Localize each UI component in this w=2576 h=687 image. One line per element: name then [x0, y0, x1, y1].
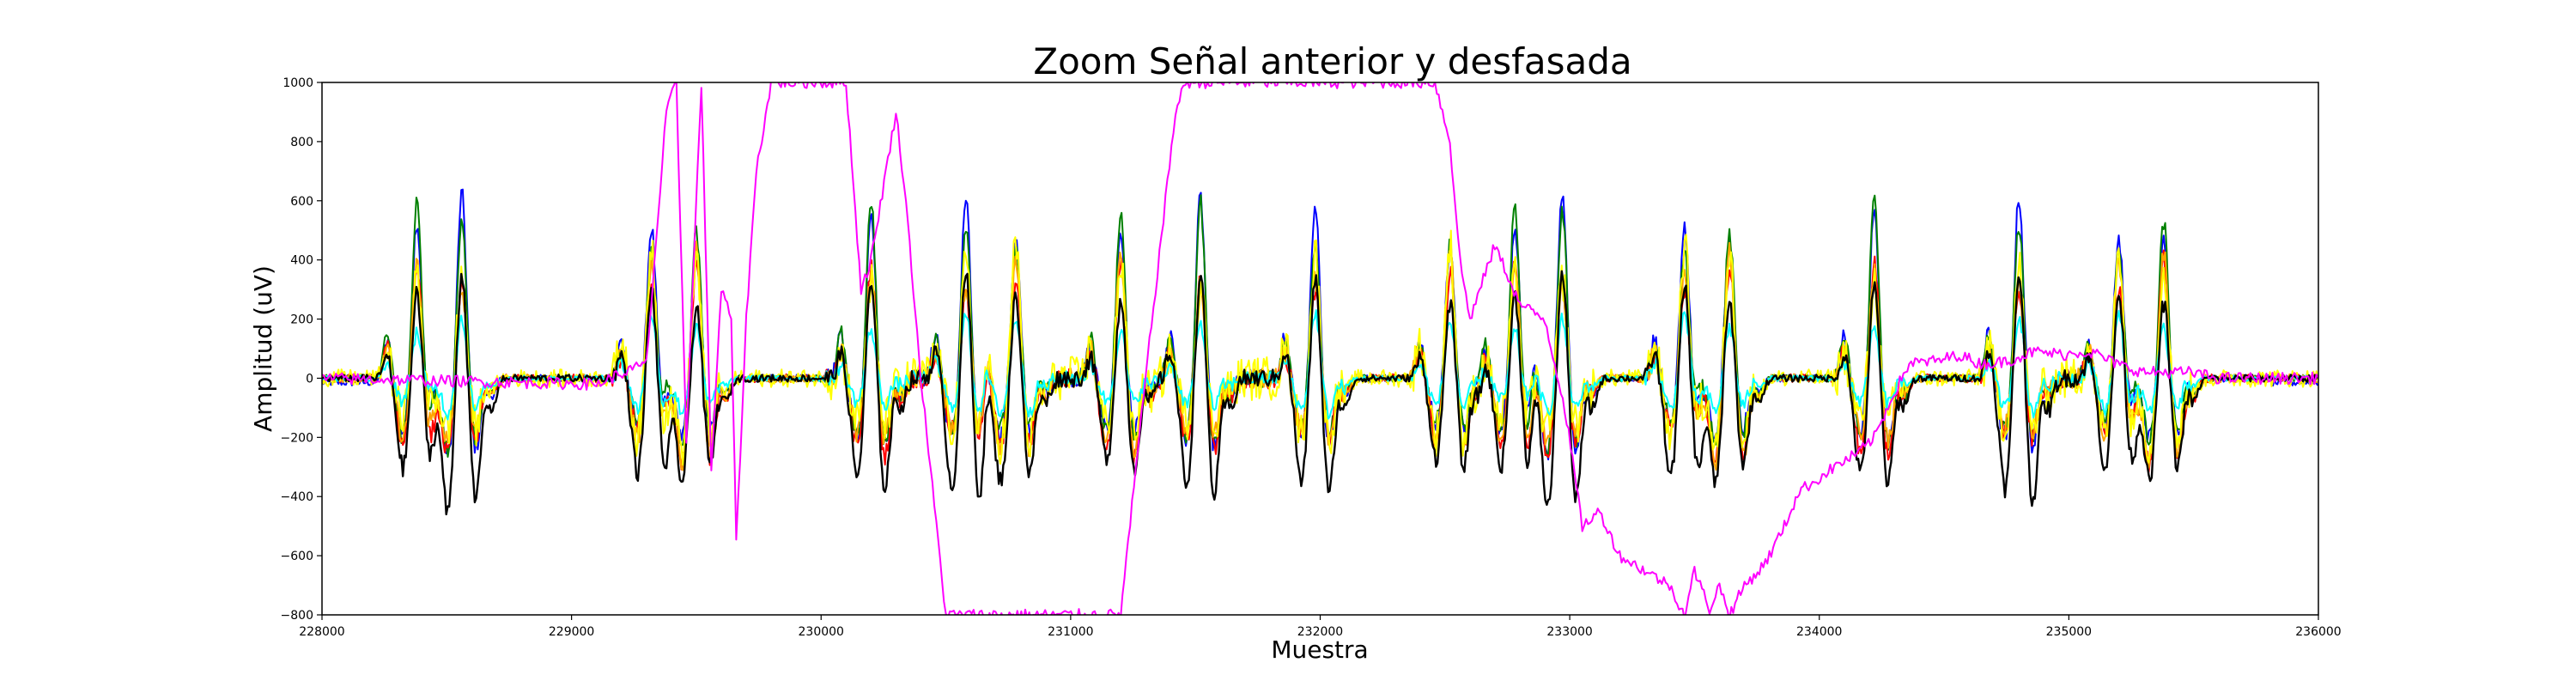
- x-axis: 228000 229000 230000 231000 232000 233000 2340…: [299, 615, 2342, 639]
- x-tick-label: 235000: [2046, 625, 2092, 639]
- x-tick-label: 234000: [1796, 625, 1842, 639]
- x-tick-label: 229000: [549, 625, 594, 639]
- outlier-series-line: [322, 82, 2318, 615]
- y-tick-label: −800: [281, 609, 313, 623]
- y-axis: −800 −600 −400 −200 0 200 400 600 800 1000: [281, 76, 322, 623]
- y-tick-label: 0: [306, 372, 313, 386]
- x-tick-label: 233000: [1546, 625, 1592, 639]
- plot-lines: [322, 82, 2318, 615]
- x-tick-label: 231000: [1048, 625, 1093, 639]
- y-tick-label: 800: [290, 136, 313, 149]
- y-tick-label: 400: [290, 254, 313, 268]
- x-tick-label: 236000: [2295, 625, 2341, 639]
- chart-title: Zoom Señal anterior y desfasada: [1033, 40, 1631, 82]
- x-tick-label: 232000: [1297, 625, 1343, 639]
- y-tick-label: 1000: [283, 76, 313, 90]
- x-tick-label: 230000: [799, 625, 844, 639]
- x-axis-label: Muestra: [1271, 635, 1368, 664]
- y-tick-label: 200: [290, 313, 313, 327]
- y-tick-label: −400: [281, 490, 313, 504]
- y-tick-label: −600: [281, 550, 313, 563]
- y-tick-label: −200: [281, 431, 313, 445]
- y-axis-label: Amplitud (uV): [249, 265, 277, 432]
- y-tick-label: 600: [290, 195, 313, 209]
- x-tick-label: 228000: [299, 625, 344, 639]
